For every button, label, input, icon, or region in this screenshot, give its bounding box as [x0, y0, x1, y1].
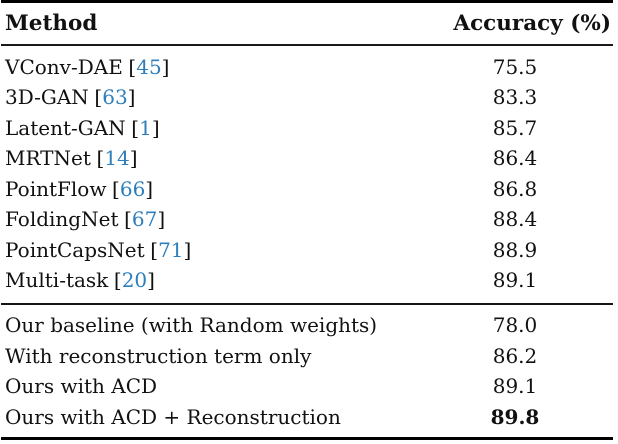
table-row: Our baseline (with Random weights) 78.0 [1, 310, 613, 341]
prior-work-rows: VConv-DAE [45] 75.5 3D-GAN [63] 83.3 Laten… [1, 46, 613, 303]
table-row: Ours with ACD 89.1 [1, 371, 613, 402]
method-name: FoldingNet [5, 207, 119, 232]
accuracy-cell: 88.4 [492, 207, 538, 232]
table-row: With reconstruction term only 86.2 [1, 341, 613, 372]
method-cell: FoldingNet [67] [1, 207, 419, 231]
accuracy-cell: 86.8 [492, 176, 538, 201]
table-top-rule [1, 0, 613, 3]
method-cell: PointFlow [66] [1, 177, 419, 201]
citation-number: 67 [131, 207, 158, 232]
accuracy-cell: 75.5 [492, 54, 538, 79]
method-cell: PointCapsNet [71] [1, 238, 419, 262]
citation-link[interactable]: [66] [112, 176, 154, 201]
accuracy-cell: 89.1 [492, 374, 538, 399]
citation-link[interactable]: [20] [113, 268, 155, 293]
method-cell: With reconstruction term only [5, 343, 312, 368]
method-cell: Latent-GAN [1] [1, 116, 419, 140]
col-header-accuracy: Accuracy (%) [453, 11, 611, 36]
citation-link[interactable]: [1] [131, 115, 160, 140]
accuracy-cell: 88.9 [492, 237, 538, 262]
method-cell: Ours with ACD [5, 374, 158, 399]
citation-number: 66 [119, 176, 146, 201]
table-bottom-rule [1, 436, 613, 440]
table-row: Latent-GAN [1] 85.7 [1, 113, 613, 144]
method-cell: Multi-task [20] [1, 268, 419, 292]
method-name: PointFlow [5, 176, 107, 201]
method-cell: MRTNet [14] [1, 146, 419, 170]
citation-number: 1 [139, 115, 152, 140]
accuracy-cell-best: 89.8 [490, 404, 540, 429]
accuracy-cell: 78.0 [492, 313, 538, 338]
method-cell: Our baseline (with Random weights) [5, 313, 378, 338]
table-row: MRTNet [14] 86.4 [1, 143, 613, 174]
table-row: VConv-DAE [45] 75.5 [1, 52, 613, 83]
citation-number: 14 [104, 146, 130, 171]
method-cell: Ours with ACD + Reconstruction [5, 404, 341, 429]
accuracy-cell: 89.1 [492, 268, 538, 293]
accuracy-cell: 85.7 [492, 115, 538, 140]
citation-number: 20 [121, 268, 148, 293]
ours-rows: Our baseline (with Random weights) 78.0 … [1, 305, 613, 437]
method-name: Latent-GAN [5, 115, 126, 140]
header-separator-rule [1, 44, 613, 46]
citation-number: 63 [102, 85, 128, 110]
citation-number: 45 [136, 54, 162, 79]
col-header-method: Method [5, 11, 98, 36]
method-name: MRTNet [5, 146, 91, 171]
table-row: PointFlow [66] 86.8 [1, 174, 613, 205]
citation-link[interactable]: [14] [96, 146, 138, 171]
group-separator-rule [1, 302, 613, 305]
accuracy-cell: 83.3 [492, 85, 538, 110]
table-row: PointCapsNet [71] 88.9 [1, 235, 613, 266]
accuracy-cell: 86.2 [492, 343, 538, 368]
table-row: Multi-task [20] 89.1 [1, 265, 613, 296]
method-name: PointCapsNet [5, 237, 145, 262]
method-name: Multi-task [5, 268, 109, 293]
citation-link[interactable]: [67] [124, 207, 166, 232]
table-row: Ours with ACD + Reconstruction 89.8 [1, 402, 613, 433]
method-name: VConv-DAE [5, 54, 123, 79]
citation-link[interactable]: [63] [94, 85, 136, 110]
table-row: 3D-GAN [63] 83.3 [1, 82, 613, 113]
method-cell: VConv-DAE [45] [1, 55, 419, 79]
citation-link[interactable]: [45] [128, 54, 170, 79]
method-name: 3D-GAN [5, 85, 89, 110]
method-cell: 3D-GAN [63] [1, 85, 419, 109]
table-row: FoldingNet [67] 88.4 [1, 204, 613, 235]
citation-link[interactable]: [71] [150, 237, 192, 262]
table-header-row: Method Accuracy (%) [1, 3, 613, 44]
accuracy-cell: 86.4 [492, 146, 538, 171]
citation-number: 71 [158, 237, 184, 262]
